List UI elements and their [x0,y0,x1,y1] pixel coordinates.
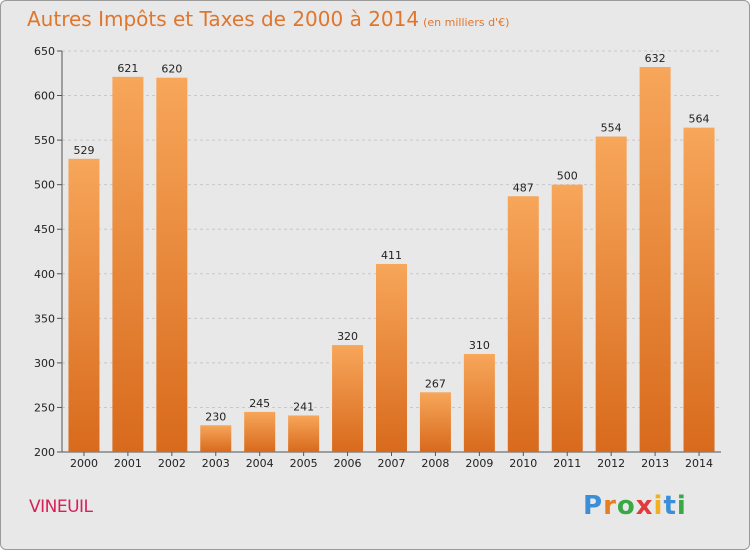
bar-value-label: 267 [425,377,446,390]
bar [595,136,627,452]
y-tick-label: 450 [34,223,55,236]
bar-value-label: 621 [117,62,138,75]
bar [156,77,188,452]
title-text: Autres Impôts et Taxes de 2000 à 2014 [27,7,420,31]
x-tick-label: 2009 [465,457,493,470]
bar-value-label: 411 [381,249,402,262]
x-tick-label: 2012 [597,457,625,470]
bar-value-label: 529 [73,144,94,157]
y-tick-label: 400 [34,268,55,281]
logo-letter: x [635,491,654,521]
bar [419,392,451,452]
x-tick-label: 2007 [378,457,406,470]
bar-value-label: 487 [513,181,534,194]
bar-value-label: 632 [645,52,666,65]
bar [507,196,539,452]
bar [200,425,232,452]
x-tick-label: 2002 [158,457,186,470]
bar [639,67,671,452]
y-tick-label: 650 [34,45,55,58]
x-tick-label: 2003 [202,457,230,470]
x-tick-label: 2004 [246,457,274,470]
bar [551,184,583,452]
x-tick-label: 2011 [553,457,581,470]
logo-letter: t [663,491,677,521]
logo-letter: r [603,491,617,521]
bar-value-label: 554 [601,122,622,135]
y-tick-label: 200 [34,446,55,459]
x-tick-label: 2014 [685,457,713,470]
y-tick-label: 550 [34,134,55,147]
x-tick-label: 2008 [421,457,449,470]
bar [244,411,276,452]
y-tick-label: 600 [34,90,55,103]
bar-value-label: 310 [469,339,490,352]
bar [376,263,407,452]
bar-value-label: 245 [249,397,270,410]
bar-value-label: 564 [689,113,710,126]
y-tick-label: 300 [34,357,55,370]
bar-value-label: 500 [557,170,578,183]
logo-letter: i [676,491,687,521]
x-tick-label: 2010 [509,457,537,470]
x-tick-label: 2006 [334,457,362,470]
bar-value-label: 230 [205,410,226,423]
bar [332,345,364,452]
y-tick-label: 250 [34,401,55,414]
bar [68,158,100,452]
bar [288,415,320,452]
bar-value-label: 241 [293,400,314,413]
logo-letter: P [583,491,604,521]
bar [463,353,495,452]
bar-value-label: 320 [337,330,358,343]
y-tick-label: 500 [34,179,55,192]
city-label: VINEUIL [29,497,93,517]
logo-letter: o [616,491,636,521]
chart-title: Autres Impôts et Taxes de 2000 à 2014 (en… [27,7,509,31]
bar-value-label: 620 [161,63,182,76]
logo-letter: i [653,491,664,521]
x-tick-label: 2000 [70,457,98,470]
bar [683,127,715,452]
proxiti-logo: Proxiti [583,491,687,521]
x-tick-label: 2013 [641,457,669,470]
title-unit: (en milliers d'€) [423,16,510,29]
x-tick-label: 2005 [290,457,318,470]
bar [112,76,144,452]
y-tick-label: 350 [34,312,55,325]
x-tick-label: 2001 [114,457,142,470]
